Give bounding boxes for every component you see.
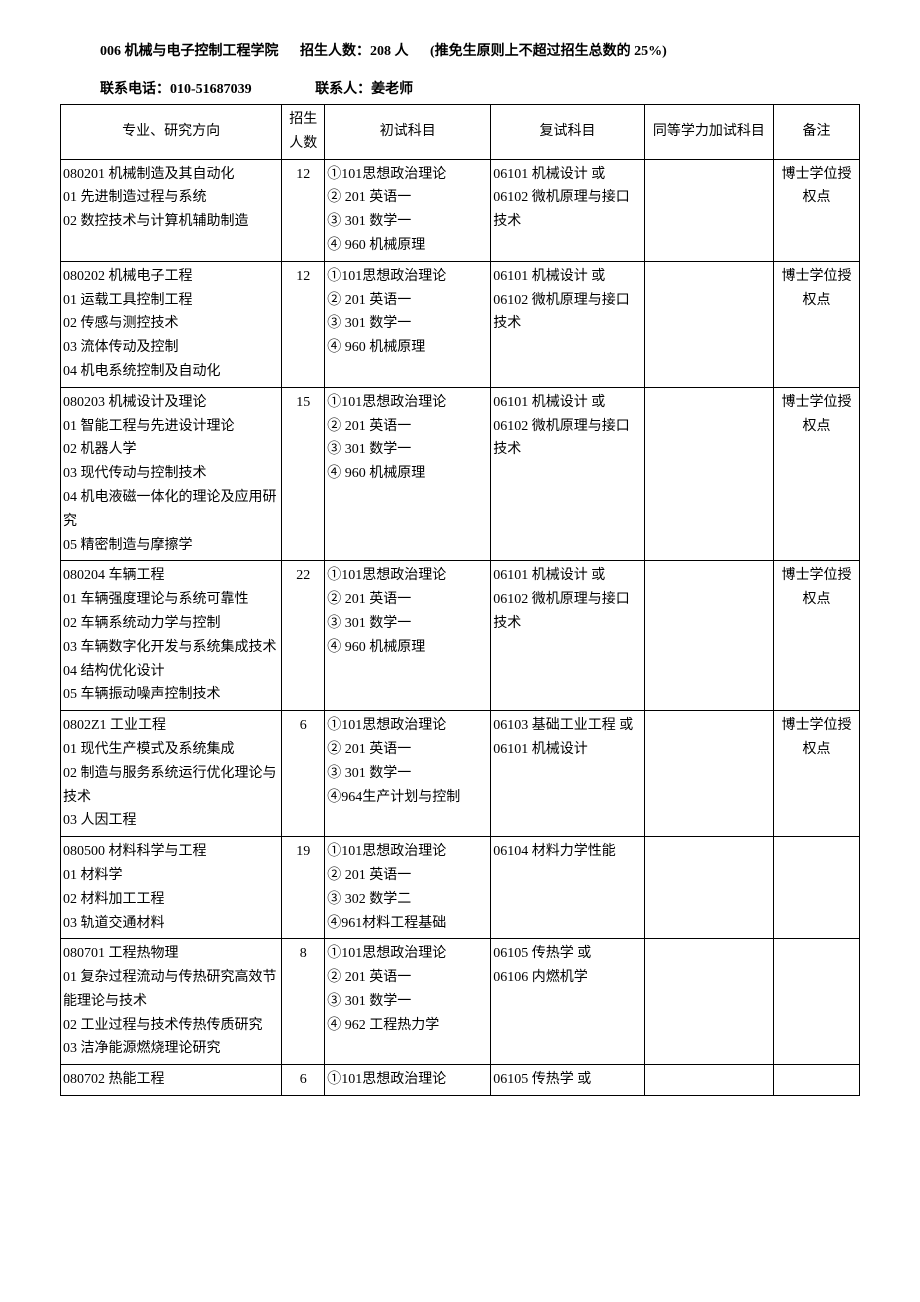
cell-note: 博士学位授权点 xyxy=(773,711,859,837)
cell-extra xyxy=(644,939,773,1065)
cell-extra xyxy=(644,561,773,711)
col-header-extra: 同等学力加试科目 xyxy=(644,105,773,160)
col-header-retest: 复试科目 xyxy=(491,105,645,160)
cell-count: 19 xyxy=(282,837,325,939)
table-row: 0802Z1 工业工程01 现代生产模式及系统集成02 制造与服务系统运行优化理… xyxy=(61,711,860,837)
col-header-note: 备注 xyxy=(773,105,859,160)
cell-major: 080203 机械设计及理论01 智能工程与先进设计理论02 机器人学03 现代… xyxy=(61,387,282,561)
cell-note xyxy=(773,939,859,1065)
cell-extra xyxy=(644,1065,773,1096)
cell-count: 8 xyxy=(282,939,325,1065)
cell-prelim: ①101思想政治理论② 201 英语一③ 302 数学二④961材料工程基础 xyxy=(325,837,491,939)
cell-note: 博士学位授权点 xyxy=(773,159,859,261)
cell-note: 博士学位授权点 xyxy=(773,261,859,387)
contact-person: 联系人：姜老师 xyxy=(315,82,413,97)
contact-phone: 联系电话：010-51687039 xyxy=(100,82,255,97)
cell-count: 6 xyxy=(282,711,325,837)
program-table: 专业、研究方向 招生人数 初试科目 复试科目 同等学力加试科目 备注 08020… xyxy=(60,104,860,1096)
cell-major: 080201 机械制造及其自动化01 先进制造过程与系统02 数控技术与计算机辅… xyxy=(61,159,282,261)
cell-extra xyxy=(644,387,773,561)
phone-value: 010-51687039 xyxy=(170,82,252,97)
cell-count: 12 xyxy=(282,261,325,387)
cell-retest: 06101 机械设计 或06102 微机原理与接口技术 xyxy=(491,561,645,711)
cell-retest: 06101 机械设计 或06102 微机原理与接口技术 xyxy=(491,159,645,261)
phone-label: 联系电话： xyxy=(100,82,170,97)
cell-prelim: ①101思想政治理论② 201 英语一③ 301 数学一④ 960 机械原理 xyxy=(325,387,491,561)
table-body: 080201 机械制造及其自动化01 先进制造过程与系统02 数控技术与计算机辅… xyxy=(61,159,860,1095)
dept-code-name: 006 机械与电子控制工程学院 xyxy=(100,44,279,59)
cell-count: 6 xyxy=(282,1065,325,1096)
cell-major: 080202 机械电子工程01 运载工具控制工程02 传感与测控技术03 流体传… xyxy=(61,261,282,387)
cell-extra xyxy=(644,711,773,837)
cell-prelim: ①101思想政治理论② 201 英语一③ 301 数学一④ 960 机械原理 xyxy=(325,159,491,261)
cell-prelim: ①101思想政治理论② 201 英语一③ 301 数学一④ 962 工程热力学 xyxy=(325,939,491,1065)
table-row: 080702 热能工程6①101思想政治理论06105 传热学 或 xyxy=(61,1065,860,1096)
cell-retest: 06104 材料力学性能 xyxy=(491,837,645,939)
cell-prelim: ①101思想政治理论② 201 英语一③ 301 数学一④ 960 机械原理 xyxy=(325,561,491,711)
cell-prelim: ①101思想政治理论② 201 英语一③ 301 数学一④ 960 机械原理 xyxy=(325,261,491,387)
header-line: 006 机械与电子控制工程学院 招生人数：208 人 (推免生原则上不超过招生总… xyxy=(60,40,860,60)
cell-note: 博士学位授权点 xyxy=(773,561,859,711)
table-header-row: 专业、研究方向 招生人数 初试科目 复试科目 同等学力加试科目 备注 xyxy=(61,105,860,160)
cell-prelim: ①101思想政治理论 xyxy=(325,1065,491,1096)
cell-note xyxy=(773,1065,859,1096)
enroll-note: (推免生原则上不超过招生总数的 25%) xyxy=(430,44,667,59)
cell-major: 080701 工程热物理01 复杂过程流动与传热研究高效节能理论与技术02 工业… xyxy=(61,939,282,1065)
cell-retest: 06101 机械设计 或06102 微机原理与接口技术 xyxy=(491,261,645,387)
enroll-label: 招生人数：208 人 xyxy=(300,44,409,59)
cell-major: 0802Z1 工业工程01 现代生产模式及系统集成02 制造与服务系统运行优化理… xyxy=(61,711,282,837)
cell-extra xyxy=(644,159,773,261)
table-row: 080204 车辆工程01 车辆强度理论与系统可靠性02 车辆系统动力学与控制0… xyxy=(61,561,860,711)
person-label: 联系人： xyxy=(315,82,371,97)
col-header-count: 招生人数 xyxy=(282,105,325,160)
contact-line: 联系电话：010-51687039 联系人：姜老师 xyxy=(60,78,860,98)
cell-major: 080204 车辆工程01 车辆强度理论与系统可靠性02 车辆系统动力学与控制0… xyxy=(61,561,282,711)
cell-note: 博士学位授权点 xyxy=(773,387,859,561)
col-header-major: 专业、研究方向 xyxy=(61,105,282,160)
cell-count: 12 xyxy=(282,159,325,261)
cell-extra xyxy=(644,837,773,939)
cell-extra xyxy=(644,261,773,387)
table-row: 080500 材料科学与工程01 材料学02 材料加工工程03 轨道交通材料19… xyxy=(61,837,860,939)
cell-prelim: ①101思想政治理论② 201 英语一③ 301 数学一④964生产计划与控制 xyxy=(325,711,491,837)
person-value: 姜老师 xyxy=(371,82,413,97)
table-row: 080202 机械电子工程01 运载工具控制工程02 传感与测控技术03 流体传… xyxy=(61,261,860,387)
cell-retest: 06105 传热学 或 xyxy=(491,1065,645,1096)
table-row: 080701 工程热物理01 复杂过程流动与传热研究高效节能理论与技术02 工业… xyxy=(61,939,860,1065)
table-row: 080201 机械制造及其自动化01 先进制造过程与系统02 数控技术与计算机辅… xyxy=(61,159,860,261)
cell-retest: 06105 传热学 或06106 内燃机学 xyxy=(491,939,645,1065)
cell-retest: 06103 基础工业工程 或 06101 机械设计 xyxy=(491,711,645,837)
cell-note xyxy=(773,837,859,939)
col-header-prelim: 初试科目 xyxy=(325,105,491,160)
cell-count: 22 xyxy=(282,561,325,711)
cell-major: 080500 材料科学与工程01 材料学02 材料加工工程03 轨道交通材料 xyxy=(61,837,282,939)
table-row: 080203 机械设计及理论01 智能工程与先进设计理论02 机器人学03 现代… xyxy=(61,387,860,561)
cell-count: 15 xyxy=(282,387,325,561)
cell-retest: 06101 机械设计 或06102 微机原理与接口技术 xyxy=(491,387,645,561)
cell-major: 080702 热能工程 xyxy=(61,1065,282,1096)
